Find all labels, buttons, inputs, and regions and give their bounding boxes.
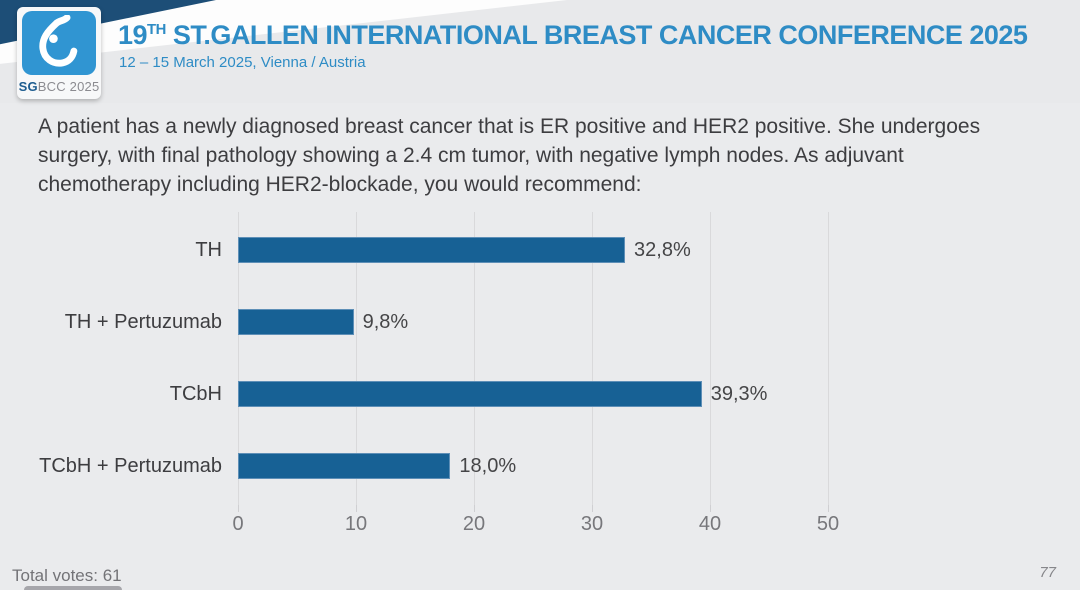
gridline — [710, 212, 711, 505]
breast-ribbon-icon — [39, 15, 78, 67]
tick-mark — [592, 505, 593, 512]
category-label: TH — [195, 239, 222, 261]
value-label: 39,3% — [710, 383, 768, 405]
tick-mark — [356, 505, 357, 512]
bar — [238, 453, 451, 479]
tick-mark — [710, 505, 711, 512]
tick-label: 40 — [698, 513, 722, 535]
header-band: SGBCC 2025 19TH ST.GALLEN INTERNATIONAL … — [0, 0, 1080, 103]
tick-label: 50 — [816, 513, 840, 535]
bar-row: TCbH 39,3% — [0, 381, 1080, 407]
tick-mark — [238, 505, 239, 512]
sgbcc-logo-icon — [22, 11, 96, 75]
bar-row: TCbH + Pertuzumab 18,0% — [0, 453, 1080, 479]
tick-label: 10 — [344, 513, 368, 535]
sgbcc-logo: SGBCC 2025 — [17, 7, 101, 99]
value-label: 32,8% — [634, 239, 691, 261]
conference-title: 19TH ST.GALLEN INTERNATIONAL BREAST CANC… — [118, 20, 1028, 51]
gridline — [592, 212, 593, 505]
title-prefix: 19 — [118, 20, 148, 50]
tick-label: 20 — [462, 513, 486, 535]
tick-label: 0 — [232, 513, 244, 535]
bar — [238, 309, 354, 335]
tick-mark — [828, 505, 829, 512]
bar — [238, 237, 626, 263]
bar — [238, 381, 702, 407]
poll-question: A patient has a newly diagnosed breast c… — [38, 115, 981, 196]
bar-row: TH + Pertuzumab 9,8% — [0, 309, 1080, 335]
gridline — [238, 212, 239, 505]
tick-label: 30 — [580, 513, 604, 535]
sgbcc-logo-text: SGBCC 2025 — [19, 79, 100, 94]
total-votes-label: Total votes: 61 — [12, 566, 122, 585]
bar-row: TH 32,8% — [0, 237, 1080, 263]
gridline — [474, 212, 475, 505]
conference-date-location: 12 – 15 March 2025, Vienna / Austria — [119, 54, 366, 71]
title-rest: ST.GALLEN INTERNATIONAL BREAST CANCER CO… — [165, 20, 1028, 50]
value-label: 9,8% — [362, 311, 409, 333]
gridline — [828, 212, 829, 505]
category-label: TCbH — [169, 383, 222, 405]
tick-mark — [474, 505, 475, 512]
title-superscript: TH — [147, 22, 166, 38]
total-votes-underline — [24, 586, 122, 590]
logo-text-rest: BCC 2025 — [37, 79, 100, 94]
category-label: TCbH + Pertuzumab — [39, 455, 222, 477]
title-block: 19TH ST.GALLEN INTERNATIONAL BREAST CANC… — [118, 20, 1028, 71]
gridline — [356, 212, 357, 505]
value-label: 18,0% — [459, 455, 517, 477]
category-label: TH + Pertuzumab — [64, 311, 222, 333]
logo-text-sg: SG — [18, 79, 38, 94]
page-number: 77 — [1039, 564, 1056, 581]
